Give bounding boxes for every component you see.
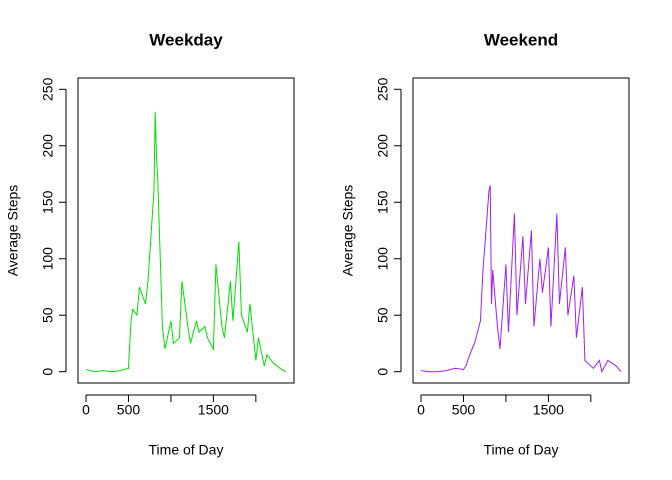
y-axis-label: Average Steps <box>340 185 356 277</box>
plot-frame <box>412 77 630 384</box>
x-tick-label: 1500 <box>198 402 229 418</box>
y-tick-label: 250 <box>40 77 56 101</box>
y-tick-label: 250 <box>375 77 391 101</box>
y-tick-label: 150 <box>40 190 56 214</box>
y-tick-label: 0 <box>40 368 56 376</box>
plot-frame <box>77 77 295 384</box>
y-tick-label: 200 <box>375 134 391 158</box>
x-tick-label: 500 <box>117 402 141 418</box>
y-tick-label: 100 <box>40 247 56 271</box>
chart-title: Weekday <box>149 30 223 49</box>
x-axis-label: Time of Day <box>149 442 224 458</box>
y-tick-label: 100 <box>375 247 391 271</box>
y-tick-label: 0 <box>375 368 391 376</box>
data-line <box>85 111 287 373</box>
x-tick-label: 500 <box>452 402 476 418</box>
y-tick-label: 200 <box>40 134 56 158</box>
x-tick-label: 0 <box>417 402 425 418</box>
y-tick-label: 150 <box>375 190 391 214</box>
x-tick-label: 1500 <box>533 402 564 418</box>
x-tick-label: 0 <box>82 402 90 418</box>
x-axis-label: Time of Day <box>484 442 559 458</box>
y-tick-label: 50 <box>375 307 391 323</box>
chart-title: Weekend <box>484 30 558 49</box>
data-line <box>420 185 622 374</box>
y-axis-label: Average Steps <box>5 185 21 277</box>
y-tick-label: 50 <box>40 307 56 323</box>
